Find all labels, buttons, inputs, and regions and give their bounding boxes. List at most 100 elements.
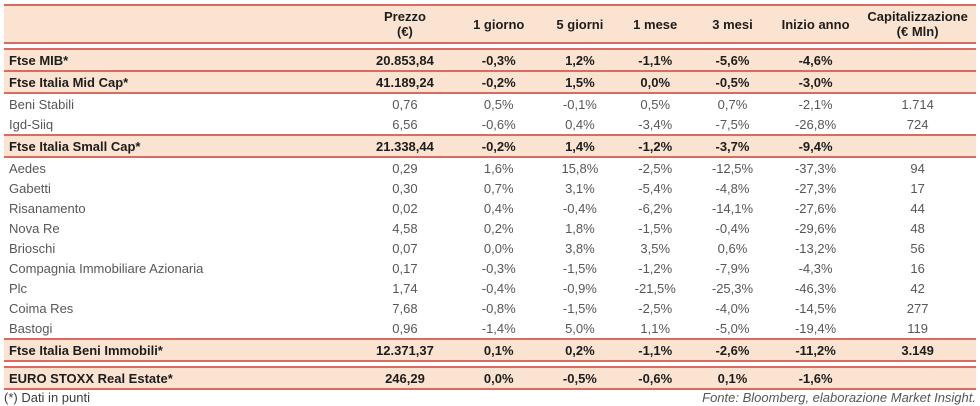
change-1m-cell: -21,5%	[634, 280, 676, 296]
change-3m-cell: -4,0%	[715, 300, 750, 316]
price-cell: 0,07	[392, 240, 418, 256]
table-row: Aedes 0,29 1,6% 15,8% -2,5% -12,5% -37,3% 94	[4, 158, 976, 178]
price-cell: 1,74	[392, 280, 418, 296]
change-3m-cell: -25,3%	[711, 280, 754, 296]
table-row: Beni Stabili 0,76 0,5% -0,1% 0,5% 0,7% -2,1% 1.…	[4, 94, 976, 114]
change-5d-cell: 3,1%	[565, 180, 595, 196]
table-row: Ftse Italia Mid Cap* 41.189,24 -0,2% 1,5% 0,…	[4, 72, 976, 94]
change-ytd-cell: -1,6%	[798, 370, 833, 386]
change-3m-cell: 0,1%	[717, 370, 748, 386]
table-row: Risanamento 0,02 0,4% -0,4% -6,2% -14,1% -27,6…	[4, 198, 976, 218]
change-1d-cell: -0,6%	[481, 116, 516, 132]
change-1d-cell: -0,2%	[481, 138, 516, 154]
change-3m-cell: 0,7%	[717, 96, 748, 112]
change-1d-cell: -0,4%	[481, 280, 516, 296]
price-cell: 21.338,44	[376, 138, 434, 154]
column-header-inizio-anno: Inizio anno	[781, 16, 850, 32]
change-1m-cell: -5,4%	[638, 180, 673, 196]
change-5d-cell: -1,5%	[562, 260, 597, 276]
footnote-dati-in-punti: (*) Dati in punti	[4, 390, 90, 405]
market-cap-cell: 16	[910, 260, 925, 276]
change-ytd-cell: -46,3%	[794, 280, 837, 296]
change-5d-cell: -0,5%	[562, 370, 597, 386]
change-3m-cell: -7,5%	[715, 116, 750, 132]
change-5d-cell: 1,8%	[565, 220, 595, 236]
market-cap-cell: 277	[906, 300, 929, 316]
row-name: Gabetti	[9, 180, 51, 196]
price-cell: 246,29	[385, 370, 425, 386]
change-ytd-cell: -19,4%	[794, 320, 837, 336]
market-cap-cell: 1.714	[901, 96, 934, 112]
price-cell: 0,29	[392, 160, 418, 176]
change-1d-cell: 0,1%	[483, 342, 514, 358]
table-row: EURO STOXX Real Estate* 246,29 0,0% -0,5% -0…	[4, 366, 976, 390]
change-ytd-cell: -11,2%	[795, 342, 836, 358]
table-body: Ftse MIB* 20.853,84 -0,3% 1,2% -1,1% -5,6% -4,…	[4, 48, 976, 390]
price-cell: 0,76	[392, 96, 418, 112]
change-5d-cell: 0,2%	[565, 342, 595, 358]
price-cell: 12.371,37	[376, 342, 434, 358]
change-5d-cell: -0,1%	[562, 96, 597, 112]
row-name: Ftse Italia Beni Immobili*	[9, 342, 163, 358]
column-header-prezzo: Prezzo (€)	[383, 9, 426, 39]
change-5d-cell: -1,5%	[562, 300, 597, 316]
change-5d-cell: 3,8%	[565, 240, 595, 256]
change-ytd-cell: -27,3%	[794, 180, 837, 196]
change-3m-cell: -5,0%	[715, 320, 750, 336]
row-name: Coima Res	[9, 300, 74, 316]
change-3m-cell: -2,6%	[715, 342, 750, 358]
change-1d-cell: 0,4%	[483, 200, 514, 216]
price-cell: 0,30	[392, 180, 418, 196]
market-cap-cell: 3.149	[901, 342, 934, 358]
change-1m-cell: -1,5%	[638, 220, 673, 236]
row-name: Compagnia Immobiliare Azionaria	[9, 260, 204, 276]
change-1m-cell: -3,4%	[638, 116, 673, 132]
price-cell: 7,68	[392, 300, 418, 316]
row-name: Brioschi	[9, 240, 56, 256]
row-name: Plc	[9, 280, 28, 296]
change-5d-cell: 1,5%	[565, 74, 595, 90]
change-ytd-cell: -13,2%	[794, 240, 837, 256]
change-ytd-cell: -37,3%	[794, 160, 837, 176]
change-ytd-cell: -4,6%	[798, 52, 833, 68]
change-3m-cell: -12,5%	[711, 160, 754, 176]
real-estate-indices-table: Prezzo (€) 1 giorno 5 giorni 1 mese 3 me…	[4, 4, 976, 390]
change-1d-cell: 0,0%	[483, 370, 514, 386]
table-row: Igd-Siiq 6,56 -0,6% 0,4% -3,4% -7,5% -26,8% 724	[4, 114, 976, 134]
change-5d-cell: 1,4%	[565, 138, 595, 154]
change-3m-cell: 0,6%	[717, 240, 748, 256]
column-header-capitalizzazione: Capitalizzazione (€ Mln)	[867, 9, 968, 39]
change-1d-cell: 0,7%	[483, 180, 514, 196]
change-1d-cell: -1,4%	[481, 320, 516, 336]
market-cap-cell: 42	[910, 280, 925, 296]
table-header-row: Prezzo (€) 1 giorno 5 giorni 1 mese 3 me…	[4, 4, 976, 44]
row-name: Ftse MIB*	[9, 52, 69, 68]
table-row: Ftse Italia Small Cap* 21.338,44 -0,2% 1,4%…	[4, 134, 976, 158]
row-name: Ftse Italia Small Cap*	[9, 138, 141, 154]
market-cap-cell: 94	[910, 160, 925, 176]
change-1d-cell: -0,2%	[481, 74, 516, 90]
row-name: Igd-Siiq	[9, 116, 54, 132]
change-1m-cell: -1,2%	[638, 260, 673, 276]
change-1m-cell: -2,5%	[638, 300, 673, 316]
change-1m-cell: 0,0%	[640, 74, 671, 90]
header-body-divider-gap	[4, 44, 976, 48]
change-1m-cell: 3,5%	[640, 240, 671, 256]
price-cell: 0,02	[392, 200, 418, 216]
change-ytd-cell: -9,4%	[798, 138, 833, 154]
change-ytd-cell: -26,8%	[794, 116, 837, 132]
row-name: Ftse Italia Mid Cap*	[9, 74, 129, 90]
row-name: Nova Re	[9, 220, 60, 236]
change-1m-cell: -2,5%	[638, 160, 673, 176]
price-cell: 20.853,84	[376, 52, 434, 68]
change-3m-cell: -0,4%	[715, 220, 750, 236]
row-name: Aedes	[9, 160, 46, 176]
table-row: Gabetti 0,30 0,7% 3,1% -5,4% -4,8% -27,3% 17	[4, 178, 976, 198]
column-header-3-mesi: 3 mesi	[712, 16, 753, 32]
row-name: EURO STOXX Real Estate*	[9, 370, 173, 386]
change-ytd-cell: -14,5%	[794, 300, 837, 316]
market-cap-cell: 56	[910, 240, 925, 256]
change-1m-cell: -1,1%	[638, 342, 673, 358]
change-ytd-cell: -2,1%	[798, 96, 833, 112]
